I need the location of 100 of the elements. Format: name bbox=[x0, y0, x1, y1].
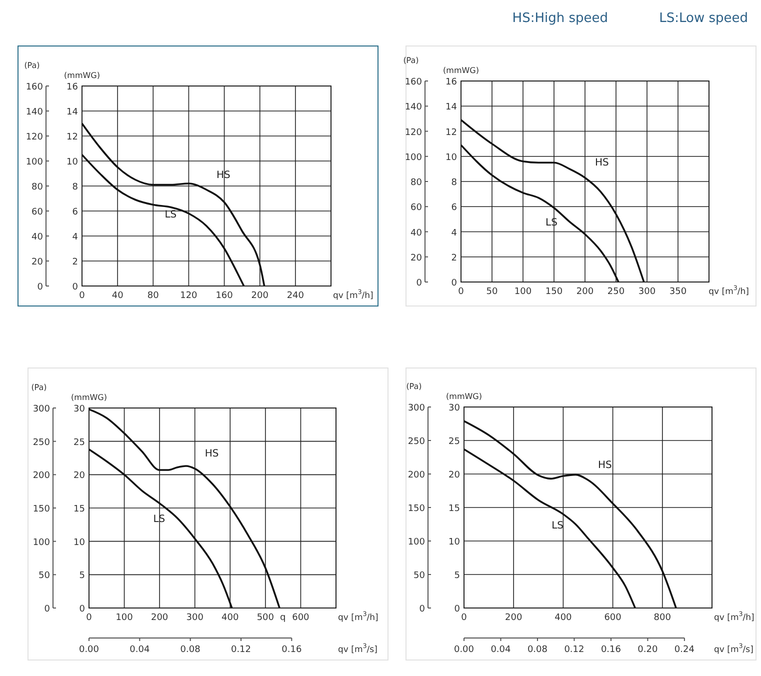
x2-tick-label: 0.00 bbox=[454, 645, 474, 655]
y2-tick-label: 16 bbox=[66, 82, 78, 92]
y-tick-label: 50 bbox=[414, 571, 426, 581]
x-tick-label: 160 bbox=[216, 291, 234, 301]
x2-tick-label: 0.20 bbox=[638, 645, 658, 655]
y2-axis-title: (mmWG) bbox=[446, 392, 482, 401]
x-tick-label: 0 bbox=[458, 287, 464, 297]
y-tick-label: 0 bbox=[44, 604, 50, 614]
y2-tick-label: 25 bbox=[448, 437, 460, 447]
text: LS:Low speed bbox=[659, 11, 748, 26]
x-tick-label: 150 bbox=[545, 287, 563, 297]
y-tick-label: 250 bbox=[408, 437, 426, 447]
y-tick-label: 80 bbox=[410, 178, 422, 188]
y-axis-title: (Pa) bbox=[406, 382, 422, 391]
y-tick-label: 20 bbox=[32, 258, 44, 268]
y-tick-label: 40 bbox=[32, 232, 44, 242]
x-tick-label: 400 bbox=[554, 613, 572, 623]
y2-tick-label: 16 bbox=[446, 78, 458, 88]
x-axis-title: qv [m$^{3}$/h] bbox=[338, 610, 378, 623]
y2-tick-label: 10 bbox=[74, 538, 86, 548]
x2-axis-title: qv [m$^{3}$/s] bbox=[714, 642, 754, 655]
y2-tick-label: 5 bbox=[79, 571, 85, 582]
y-tick-label: 80 bbox=[32, 182, 44, 192]
y2-tick-label: 4 bbox=[451, 228, 458, 238]
line-series bbox=[460, 144, 620, 283]
y2-tick-label: 20 bbox=[448, 470, 460, 480]
y-tick-label: 50 bbox=[38, 571, 50, 582]
y2-tick-label: 4 bbox=[72, 232, 78, 242]
line-series bbox=[88, 448, 233, 609]
series-label: HS bbox=[204, 448, 219, 460]
x-tick-label: 200 bbox=[505, 613, 522, 623]
y-tick-label: 200 bbox=[32, 471, 50, 482]
y-tick-label: 140 bbox=[404, 102, 422, 113]
x-axis-title: qv [m$^{3}$/h] bbox=[333, 288, 374, 301]
x-axis-title: qv [m$^{3}$/h] bbox=[714, 610, 754, 623]
x-tick-label: 600 bbox=[292, 613, 310, 623]
y-tick-label: 100 bbox=[408, 538, 426, 548]
x2-tick-label: 0.04 bbox=[130, 645, 150, 655]
y2-tick-label: 2 bbox=[72, 258, 78, 268]
y2-tick-label: 12 bbox=[66, 132, 78, 142]
y-axis-title: (Pa) bbox=[403, 56, 419, 65]
y2-tick-label: 6 bbox=[451, 203, 458, 214]
y2-tick-label: 20 bbox=[74, 471, 86, 482]
y-tick-label: 250 bbox=[32, 438, 50, 448]
y2-tick-label: 10 bbox=[448, 538, 460, 548]
series-label: LS bbox=[552, 520, 564, 532]
y2-tick-label: 12 bbox=[446, 128, 457, 138]
y2-tick-label: 15 bbox=[74, 504, 85, 514]
x-tick-label: 120 bbox=[180, 291, 198, 301]
x-tick-label: 200 bbox=[150, 613, 168, 623]
y-tick-label: 60 bbox=[410, 203, 422, 214]
x-tick-label: 0 bbox=[461, 613, 468, 623]
y2-axis-title: (mmWG) bbox=[71, 393, 107, 402]
y2-tick-label: 8 bbox=[451, 178, 458, 188]
series-label: HS bbox=[598, 460, 612, 472]
y-axis-title: (Pa) bbox=[31, 383, 47, 392]
y-tick-label: 20 bbox=[410, 253, 422, 264]
y-tick-label: 150 bbox=[408, 504, 426, 514]
y-tick-label: 120 bbox=[404, 128, 422, 138]
y-tick-label: 0 bbox=[419, 604, 426, 614]
y-tick-label: 140 bbox=[26, 108, 44, 118]
y-tick-label: 100 bbox=[26, 158, 44, 168]
y2-tick-label: 14 bbox=[66, 108, 78, 118]
x-tick-label: 50 bbox=[486, 287, 498, 297]
x-tick-label: 0 bbox=[79, 291, 86, 301]
y-axis-title: (Pa) bbox=[24, 61, 40, 70]
y2-tick-label: 30 bbox=[74, 404, 86, 414]
x2-tick-label: 0.12 bbox=[564, 645, 584, 655]
series-label: HS bbox=[595, 158, 609, 169]
x-tick-label: 600 bbox=[604, 613, 622, 623]
x-tick-label: 100 bbox=[116, 613, 134, 623]
x-tick-label: 40 bbox=[112, 291, 124, 301]
y2-tick-label: 10 bbox=[446, 152, 458, 163]
line-series bbox=[463, 420, 677, 609]
y2-tick-label: 2 bbox=[451, 253, 457, 264]
x2-tick-label: 0.00 bbox=[78, 645, 100, 655]
line-series bbox=[81, 122, 266, 287]
y2-tick-label: 5 bbox=[454, 571, 460, 581]
x-tick-label: 350 bbox=[669, 287, 687, 297]
y-tick-label: 160 bbox=[404, 78, 422, 88]
line-series bbox=[81, 154, 245, 287]
x-tick-label: 800 bbox=[654, 613, 672, 623]
y2-tick-label: 6 bbox=[72, 208, 78, 218]
y-tick-label: 60 bbox=[32, 208, 44, 218]
y-tick-label: 300 bbox=[408, 404, 426, 414]
text: q bbox=[280, 613, 286, 623]
x-tick-label: 200 bbox=[576, 287, 594, 297]
series-label: LS bbox=[164, 210, 177, 220]
x2-axis-title: qv [m$^{3}$/s] bbox=[338, 642, 378, 655]
y2-tick-label: 14 bbox=[446, 102, 458, 113]
y-tick-label: 40 bbox=[410, 228, 422, 238]
x-tick-label: 100 bbox=[514, 287, 532, 297]
line-series bbox=[460, 119, 645, 283]
y-tick-label: 100 bbox=[404, 152, 422, 163]
x-tick-label: 300 bbox=[186, 613, 204, 623]
x2-tick-label: 0.04 bbox=[490, 645, 512, 655]
y-tick-label: 100 bbox=[32, 538, 50, 548]
y-tick-label: 300 bbox=[32, 404, 50, 414]
y-tick-label: 0 bbox=[416, 278, 422, 288]
y2-tick-label: 8 bbox=[72, 182, 78, 192]
